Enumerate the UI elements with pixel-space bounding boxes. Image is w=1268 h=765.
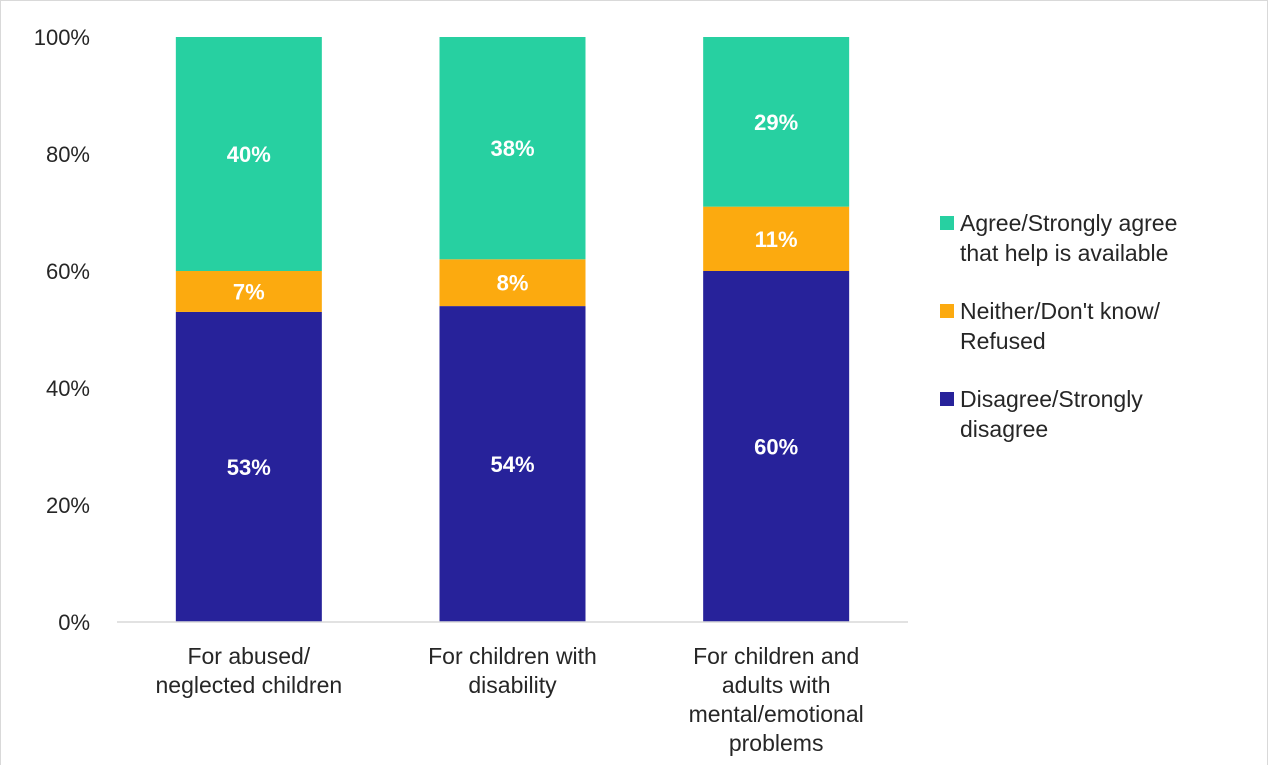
data-label: 8% xyxy=(497,271,529,296)
data-label: 60% xyxy=(754,435,798,460)
data-label: 7% xyxy=(233,279,265,304)
x-category-label-line: disability xyxy=(468,672,557,698)
x-category-label-line: neglected children xyxy=(155,672,342,698)
y-tick-label: 80% xyxy=(46,142,90,167)
legend-swatch xyxy=(940,304,954,318)
legend-swatch xyxy=(940,216,954,230)
x-category-label: For abused/neglected children xyxy=(155,643,342,698)
bar-segment xyxy=(439,37,586,260)
x-category-label-line: mental/emotional xyxy=(689,701,864,727)
legend-item: Agree/Strongly agree that help is availab… xyxy=(940,208,1260,268)
x-category-label-line: adults with xyxy=(722,672,831,698)
legend-swatch xyxy=(940,392,954,406)
x-category-label-line: problems xyxy=(729,730,824,756)
x-category-label: For children with disability xyxy=(428,643,597,698)
bar-segment xyxy=(439,306,586,622)
bar-segment xyxy=(175,271,322,312)
legend-item: Disagree/Strongly disagree xyxy=(940,384,1260,444)
legend-label-line: Neither/Don't know/ xyxy=(960,298,1160,324)
bar-segment xyxy=(175,37,322,271)
bar-segment xyxy=(703,206,850,271)
y-tick-label: 20% xyxy=(46,493,90,518)
y-tick-label: 0% xyxy=(58,610,90,635)
chart-legend: Agree/Strongly agree that help is availab… xyxy=(940,208,1260,472)
y-tick-label: 40% xyxy=(46,376,90,401)
x-category-label-line: For abused/ xyxy=(187,643,310,669)
data-label: 29% xyxy=(754,110,798,135)
data-label: 54% xyxy=(490,452,534,477)
legend-label-line: Disagree/Strongly xyxy=(960,386,1143,412)
y-tick-label: 60% xyxy=(46,259,90,284)
x-category-label-line: For children and xyxy=(693,643,859,669)
data-label: 38% xyxy=(490,136,534,161)
data-label: 40% xyxy=(227,142,271,167)
legend-item: Neither/Don't know/Refused xyxy=(940,296,1260,356)
bar-segment xyxy=(439,259,586,307)
data-label: 11% xyxy=(755,227,798,252)
bar-segment xyxy=(175,311,322,622)
legend-label-line: Agree/Strongly agree xyxy=(960,210,1178,236)
y-tick-label: 100% xyxy=(34,25,90,50)
legend-label-line: Refused xyxy=(960,328,1046,354)
bar-segment xyxy=(703,37,850,207)
bar-segment xyxy=(703,271,850,622)
x-category-label-line: For children with xyxy=(428,643,597,669)
data-label: 53% xyxy=(227,455,271,480)
x-category-label: For children and adults with mental/emotio… xyxy=(689,643,864,756)
legend-label-line: that help is available xyxy=(960,240,1169,266)
legend-label-line: disagree xyxy=(960,416,1049,442)
